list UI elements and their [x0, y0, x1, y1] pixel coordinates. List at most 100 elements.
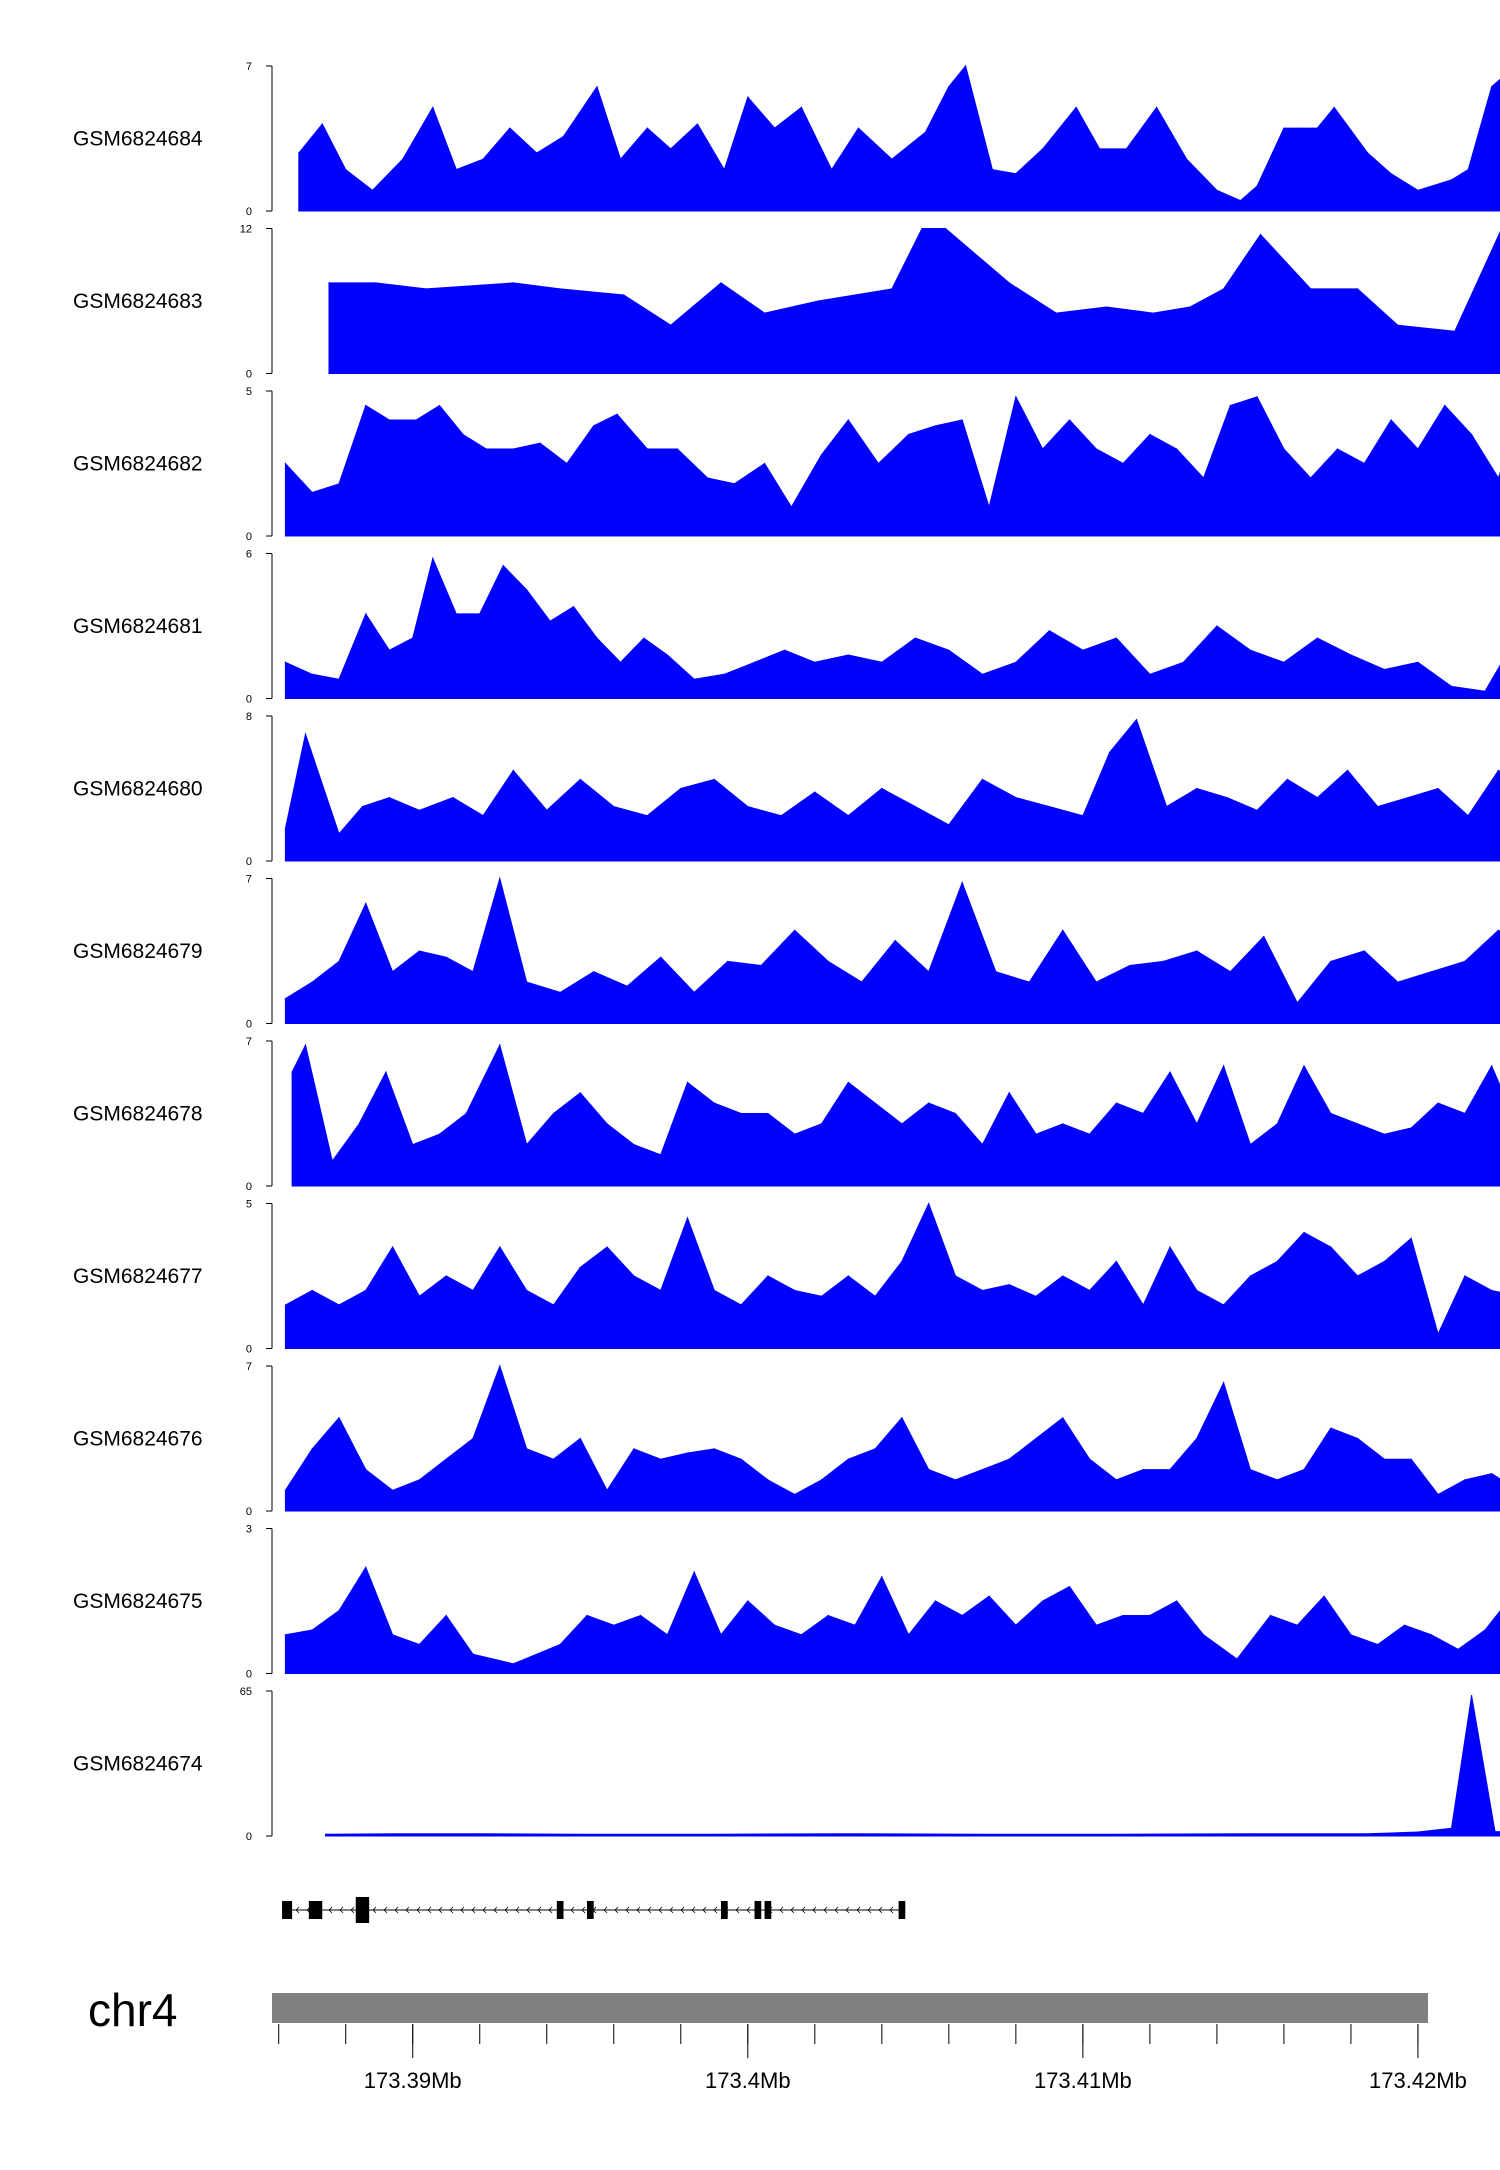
- strand-arrow: [383, 1906, 388, 1914]
- signal-peak-35: [1377, 806, 1379, 808]
- signal-peak-41: [1390, 419, 1392, 421]
- signal-peak-27: [1015, 173, 1017, 175]
- signal-peak-0: [328, 282, 330, 284]
- signal-area-GSM6824674: [325, 1695, 1500, 1837]
- signal-peak-37: [1283, 448, 1285, 450]
- signal-peak-7: [482, 158, 484, 160]
- signal-peak-37: [1276, 1123, 1278, 1125]
- signal-peak-22: [877, 462, 880, 465]
- track-GSM6824676: GSM6824676 7 0: [73, 1361, 1500, 1518]
- track-label: GSM6824674: [73, 1753, 203, 1776]
- gene-exon: [754, 1901, 762, 1919]
- signal-peak-7: [1115, 1833, 1117, 1835]
- signal-peak-26: [1109, 751, 1111, 753]
- strand-arrow: [658, 1906, 663, 1914]
- strand-arrow: [460, 1906, 465, 1914]
- signal-peak-3: [512, 282, 514, 284]
- signal-peak-35: [1397, 981, 1399, 983]
- signal-peak-6: [670, 324, 672, 326]
- signal-peak-21: [948, 824, 950, 826]
- signal-peak-40: [1357, 1275, 1359, 1277]
- signal-peak-29: [1062, 1123, 1064, 1125]
- signal-peak-28: [1068, 1585, 1071, 1588]
- track-GSM6824682: GSM6824682 5 0: [73, 386, 1500, 543]
- signal-peak-24: [928, 1102, 930, 1104]
- signal-peak-28: [1048, 630, 1050, 632]
- strand-arrow: [339, 1906, 344, 1914]
- signal-peak-10: [586, 1614, 588, 1617]
- signal-peak-6: [445, 956, 447, 958]
- signal-peak-21: [814, 661, 816, 663]
- signal-peak-11: [579, 1437, 581, 1440]
- signal-peak-17: [1189, 306, 1191, 308]
- signal-area-GSM6824683: [328, 228, 1500, 374]
- signal-peak-35: [1283, 661, 1285, 663]
- signal-peak-15: [727, 960, 729, 963]
- signal-peak-6: [452, 797, 454, 799]
- signal-tracks: GSM682468470GSM6824683120GSM682468250GSM…: [73, 61, 1500, 1843]
- y-axis-max-label: 65: [240, 1686, 252, 1698]
- signal-peak-2: [338, 960, 340, 963]
- signal-peak-30: [1099, 148, 1101, 150]
- signal-peak-22: [874, 1295, 876, 1297]
- signal-peak-41: [1367, 152, 1369, 154]
- signal-peak-19: [794, 1493, 796, 1495]
- signal-peak-37: [1276, 1479, 1278, 1481]
- signal-peak-1: [311, 1629, 313, 1631]
- signal-peak-28: [1166, 806, 1168, 808]
- signal-peak-19: [753, 661, 756, 663]
- signal-peak-12: [944, 227, 947, 230]
- signal-peak-33: [1316, 797, 1318, 799]
- signal-peak-13: [616, 413, 618, 415]
- chromosome-ideogram-bar: [272, 1993, 1428, 2023]
- signal-peak-32: [1286, 778, 1288, 781]
- strand-arrow: [471, 1906, 476, 1914]
- signal-peak-18: [800, 1634, 803, 1636]
- signal-peak-11: [549, 620, 551, 622]
- signal-peak-3: [371, 189, 374, 191]
- signal-peak-20: [820, 1123, 823, 1125]
- signal-peak-34: [1196, 1123, 1198, 1125]
- track-label: GSM6824682: [73, 453, 203, 476]
- signal-peak-36: [1407, 797, 1409, 799]
- signal-peak-13: [660, 956, 662, 958]
- signal-peak-40: [1403, 1624, 1406, 1626]
- signal-peak-19: [861, 981, 863, 983]
- signal-peak-11: [596, 86, 598, 88]
- signal-peak-10: [1417, 1831, 1419, 1833]
- track-label: GSM6824678: [73, 1103, 203, 1126]
- signal-peak-8: [512, 1663, 514, 1665]
- signal-peak-16: [713, 1448, 715, 1450]
- signal-peak-22: [908, 1634, 910, 1636]
- signal-area-GSM6824680: [284, 718, 1500, 862]
- signal-peak-41: [1484, 690, 1486, 692]
- strand-arrow: [328, 1906, 333, 1914]
- signal-peak-23: [1015, 797, 1017, 799]
- signal-peak-15: [686, 1452, 689, 1454]
- signal-peak-4: [392, 1489, 394, 1491]
- signal-peak-2: [338, 483, 340, 485]
- signal-peak-27: [1135, 719, 1138, 721]
- signal-peak-39: [1330, 1246, 1332, 1248]
- y-axis-min-label: 0: [246, 1506, 252, 1518]
- signal-peak-8: [512, 769, 514, 772]
- strand-arrow: [581, 1906, 586, 1914]
- signal-peak-12: [646, 815, 648, 817]
- signal-peak-8: [479, 613, 481, 615]
- signal-peak-12: [593, 425, 595, 427]
- signal-peak-26: [981, 1469, 984, 1471]
- signal-peak-13: [633, 1275, 635, 1277]
- signal-peak-21: [847, 1275, 849, 1277]
- signal-peak-36: [1249, 1275, 1251, 1277]
- signal-peak-14: [693, 991, 695, 994]
- signal-peak-16: [747, 1600, 749, 1602]
- signal-peak-19: [794, 1133, 796, 1135]
- signal-peak-30: [1089, 1458, 1091, 1460]
- strand-arrow: [372, 1906, 377, 1914]
- signal-peak-13: [1494, 1830, 1496, 1833]
- signal-peak-0: [284, 1304, 286, 1306]
- signal-peak-10: [526, 589, 528, 591]
- gene-exon: [282, 1901, 293, 1919]
- track-GSM6824678: GSM6824678 7 0: [73, 1036, 1500, 1193]
